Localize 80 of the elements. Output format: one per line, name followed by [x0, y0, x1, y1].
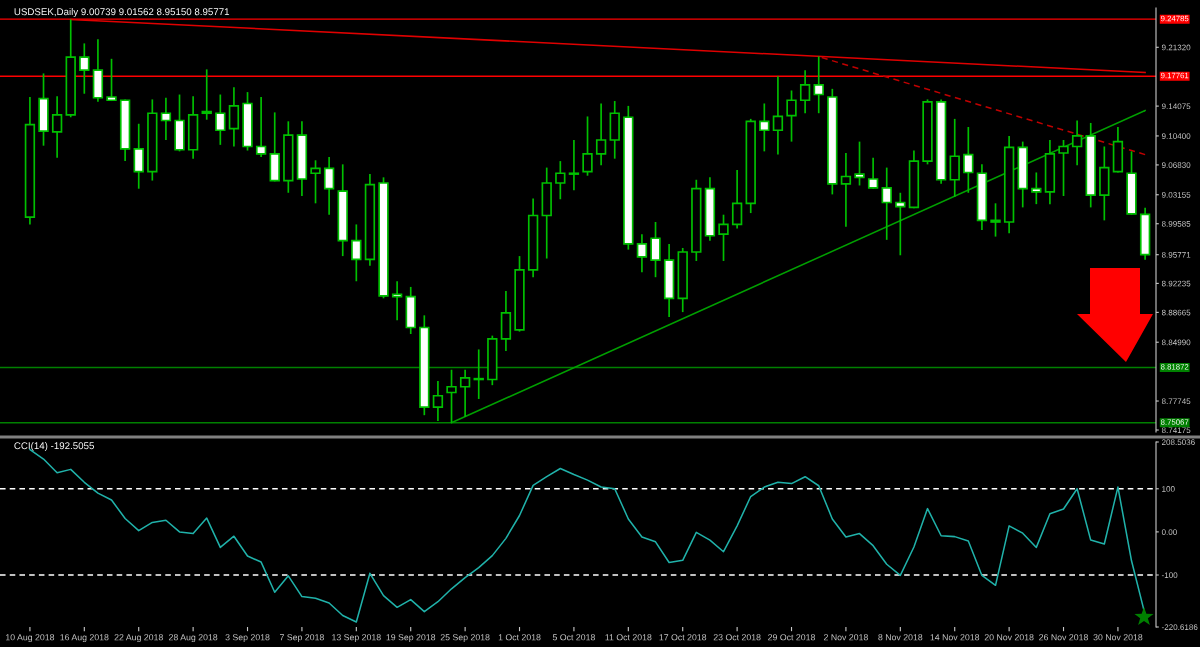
y-tick-label: 8.77745 [1161, 398, 1191, 405]
x-tick-label: 25 Sep 2018 [440, 634, 490, 643]
y-tick-label: 8.88665 [1161, 309, 1191, 316]
x-tick-label: 22 Aug 2018 [114, 634, 163, 643]
x-tick-label: 14 Nov 2018 [930, 634, 980, 641]
candlestick [1058, 139, 1069, 197]
candlestick [718, 213, 729, 262]
y-tick-label: -220.6186 [1161, 624, 1198, 630]
x-tick-label: 19 Sep 2018 [386, 634, 436, 643]
candlestick [582, 115, 593, 177]
candlestick [854, 140, 865, 187]
y-tick-label: 8.74175 [1161, 427, 1191, 434]
y-tick-label: -100 [1161, 572, 1178, 578]
candlestick [133, 122, 144, 190]
candlestick [813, 55, 824, 115]
candlestick [79, 42, 90, 95]
candlestick [106, 57, 117, 102]
candlestick [459, 368, 471, 418]
x-tick-label: 11 Oct 2018 [605, 634, 652, 641]
candlestick [51, 95, 63, 159]
x-tick-label: 17 Oct 2018 [659, 634, 707, 641]
candlestick [840, 152, 852, 228]
candlestick [1031, 171, 1042, 205]
candlestick [160, 96, 172, 141]
x-tick-label: 3 Sep 2018 [225, 634, 270, 643]
x-tick-label: 26 Nov 2018 [1039, 634, 1088, 641]
x-tick-label: 29 Oct 2018 [768, 634, 815, 641]
candlestick [636, 233, 648, 274]
candlestick [391, 280, 403, 322]
candlestick [215, 93, 226, 146]
y-tick-label: 9.21320 [1161, 44, 1191, 51]
candlestick [731, 169, 743, 230]
y-tick-label: 8.92235 [1161, 280, 1191, 287]
y-tick-label: 100 [1162, 486, 1175, 492]
y-tick-label: 0.00 [1161, 529, 1177, 535]
candlestick [963, 126, 974, 194]
x-tick-label: 16 Aug 2018 [60, 634, 109, 643]
candlestick [351, 223, 362, 283]
chart-title: CCI(14) -192.5055 [14, 442, 94, 452]
y-tick-label: 8.99585 [1161, 221, 1191, 227]
candlestick [867, 157, 879, 190]
chart-title: USDSEK,Daily 9.00739 9.01562 8.95150 8.95771 [14, 8, 230, 18]
candlestick [228, 86, 240, 148]
candlestick [310, 159, 321, 205]
candlestick [949, 118, 960, 198]
x-tick-label: 30 Nov 2018 [1093, 634, 1143, 641]
candlestick [759, 102, 770, 153]
candlestick [568, 139, 580, 192]
x-tick-label: 28 Aug 2018 [168, 634, 218, 643]
x-tick-label: 7 Sep 2018 [279, 634, 324, 643]
x-tick-label: 2 Nov 2018 [823, 634, 868, 641]
candlestick [255, 96, 267, 158]
x-tick-label: 10 Aug 2018 [6, 634, 55, 643]
candlestick [1071, 119, 1083, 166]
x-tick-label: 23 Oct 2018 [713, 634, 761, 641]
candlestick [799, 69, 811, 115]
y-tick-label: 9.03155 [1161, 192, 1191, 198]
candlestick [772, 75, 784, 156]
y-tick-label: 9.14075 [1161, 103, 1191, 110]
candlestick [650, 221, 661, 279]
y-tick-label: 8.95771 [1161, 251, 1191, 258]
candlestick [432, 380, 444, 422]
candlestick [881, 166, 892, 241]
x-tick-label: 1 Oct 2018 [498, 634, 541, 641]
candlestick [555, 160, 566, 201]
candlestick [201, 68, 212, 121]
candlestick [786, 89, 797, 143]
candlestick [595, 102, 607, 166]
y-tick-label: 9.10400 [1161, 133, 1191, 139]
y-tick-label: 8.84990 [1161, 339, 1191, 346]
candlestick [323, 156, 335, 216]
x-tick-label: 13 Sep 2018 [332, 634, 381, 643]
candlestick [895, 191, 906, 257]
x-tick-label: 5 Oct 2018 [552, 634, 595, 641]
y-tick-label: 9.06830 [1161, 162, 1191, 168]
candlestick [990, 202, 1001, 238]
x-tick-label: 8 Nov 2018 [878, 634, 923, 641]
x-tick-label: 20 Nov 2018 [984, 634, 1034, 641]
y-tick-label: 208.5036 [1161, 439, 1195, 445]
candlestick [446, 368, 457, 424]
